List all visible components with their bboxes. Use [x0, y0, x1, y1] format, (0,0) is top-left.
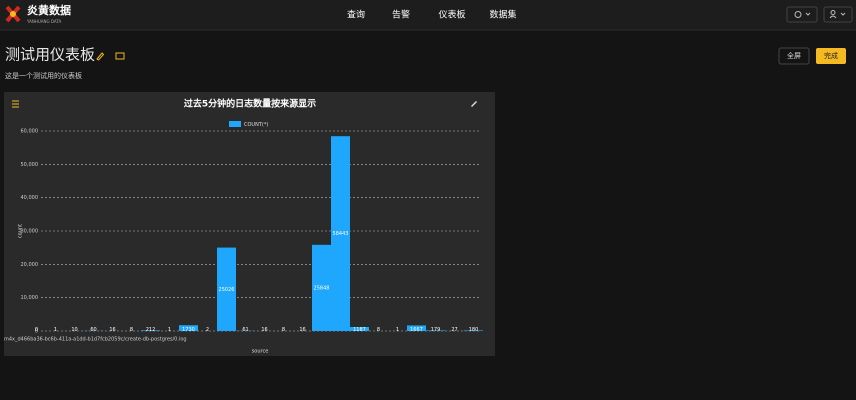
y-tick-label: 20,000 — [21, 262, 39, 268]
bar — [141, 330, 160, 331]
data-label: 10 — [71, 327, 77, 333]
data-label: 16 — [109, 327, 115, 333]
bar — [350, 327, 369, 331]
book-icon[interactable] — [115, 52, 125, 60]
chart-panel — [4, 92, 495, 356]
data-label: 0 — [35, 327, 38, 333]
y-axis-label: count — [18, 224, 24, 238]
y-tick-label: 50,000 — [21, 162, 39, 168]
legend-swatch — [229, 121, 241, 127]
user-icon — [829, 15, 837, 19]
button-label[interactable]: 完成 — [824, 51, 838, 60]
logo-name: 炎黄数据 — [27, 3, 71, 17]
edit-icon[interactable] — [96, 52, 105, 61]
page-description: 这是一个测试用的仪表板 — [5, 71, 82, 80]
y-tick-label: 60,000 — [21, 129, 39, 135]
y-tick-label: 10,000 — [21, 295, 39, 301]
fullscreen-button[interactable] — [778, 47, 810, 65]
logo[interactable]: 炎黄数据 YANHUANG DATA — [5, 3, 71, 24]
data-label: 25848 — [314, 285, 330, 291]
data-label: 180 — [469, 327, 479, 333]
data-label: 1667 — [410, 327, 423, 333]
legend-label[interactable]: COUNT(*) — [244, 122, 268, 128]
top-bar — [0, 0, 856, 30]
data-label: 2 — [206, 327, 209, 333]
bar — [426, 330, 445, 331]
user-button[interactable] — [823, 6, 853, 23]
y-tick-label: 0 — [35, 329, 38, 335]
data-label: 1 — [54, 327, 57, 333]
done-button[interactable] — [816, 48, 846, 64]
data-label: 8 — [377, 327, 380, 333]
data-label: 1 — [168, 327, 171, 333]
data-label: 1 — [396, 327, 399, 333]
bar — [217, 247, 236, 331]
edit-icon[interactable] — [471, 101, 477, 107]
bar — [179, 325, 198, 331]
logo-subtitle: YANHUANG DATA — [26, 19, 61, 24]
caret-icon — [805, 12, 811, 16]
data-label: 58443 — [333, 231, 349, 237]
bar — [312, 244, 331, 331]
gear-icon — [794, 11, 802, 18]
y-tick-label: 30,000 — [21, 229, 39, 235]
data-label: 25026 — [219, 287, 235, 293]
logo-dot — [10, 11, 16, 17]
data-label: 61 — [242, 327, 248, 333]
chart-title: 过去5分钟的日志数量按来源显示 — [184, 98, 316, 110]
settings-button[interactable] — [786, 6, 818, 23]
data-label: 212 — [146, 327, 156, 333]
button-frame — [823, 6, 853, 23]
page-title: 测试用仪表板 — [5, 46, 95, 64]
x-axis-label: source — [252, 349, 269, 355]
nav-item[interactable]: 数据集 — [489, 9, 516, 21]
bar — [407, 325, 426, 331]
bar — [464, 330, 483, 331]
data-label: 8 — [282, 327, 285, 333]
button-label[interactable]: 全屏 — [787, 51, 801, 60]
data-label: 1730 — [182, 327, 195, 333]
data-label: 8 — [130, 327, 133, 333]
data-label: 16 — [261, 327, 267, 333]
nav-item[interactable]: 仪表板 — [438, 9, 465, 21]
nav-item[interactable]: 查询 — [347, 9, 365, 21]
data-label: 27 — [451, 327, 457, 333]
y-tick-label: 40,000 — [21, 195, 39, 201]
data-label: 179 — [431, 327, 441, 333]
x-tick-label: m4x_d466ba36-bc6b-411a-a1dd-b1d7fcb2059c… — [4, 337, 187, 343]
data-label: 1187 — [353, 327, 366, 333]
user-icon — [830, 10, 836, 15]
bar — [331, 136, 350, 331]
button-frame — [786, 6, 818, 23]
caret-icon — [840, 12, 846, 16]
nav-item[interactable]: 告警 — [392, 9, 410, 21]
data-label: 16 — [299, 327, 305, 333]
menu-icon[interactable] — [12, 100, 19, 108]
data-label: 60 — [90, 327, 96, 333]
